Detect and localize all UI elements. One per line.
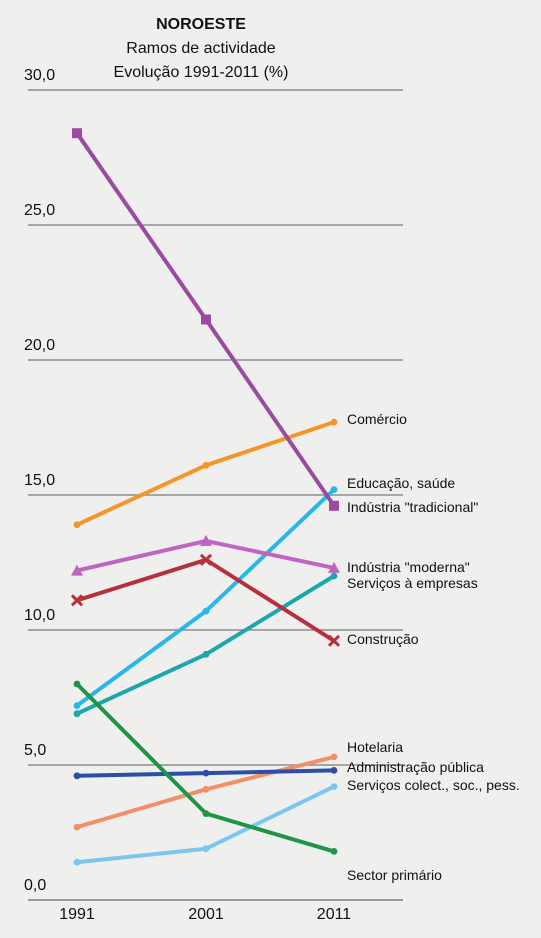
series-line-0 — [75, 420, 336, 527]
series-0-point-1 — [202, 461, 210, 469]
series-line-4 — [75, 574, 336, 716]
series-label-8: Serviços colect., soc., pess. — [347, 777, 520, 793]
x-tick-label-1991: 1991 — [59, 906, 95, 923]
series-label-5: Construção — [347, 631, 419, 647]
series-7-point-2 — [330, 767, 338, 774]
series-7-point-1 — [202, 769, 210, 777]
chart-subtitle-line-1: Ramos de actividade — [126, 40, 276, 57]
chart-title-group: NOROESTE Ramos de actividade Evolução 19… — [114, 16, 289, 81]
series-labels: Comércio Educação, saúde Indústria "tradic… — [347, 411, 520, 883]
series-0-point-0 — [73, 521, 81, 529]
series-7-point-0 — [73, 772, 81, 780]
y-tick-label-25: 25,0 — [24, 202, 55, 219]
series-5-point-0 — [70, 594, 84, 607]
series-label-3: Indústria "moderna" — [347, 559, 470, 575]
series-9-point-2 — [330, 848, 338, 855]
series-3-point-0 — [71, 564, 83, 576]
series-label-7: Administração pública — [347, 759, 484, 775]
series-1-point-0 — [73, 702, 81, 709]
y-tick-label-30: 30,0 — [24, 67, 55, 84]
series-8-point-2 — [330, 783, 338, 790]
series-8-point-1 — [202, 845, 210, 853]
series-9-point-1 — [202, 810, 210, 817]
series-5-point-2-b — [327, 634, 341, 647]
series-5-point-1 — [199, 553, 213, 566]
series-9-point-0 — [73, 680, 81, 688]
series-1-point-1 — [202, 607, 210, 615]
x-tick-label-2011: 2011 — [317, 906, 352, 923]
series-6-point-2 — [330, 753, 338, 761]
chart-title: NOROESTE — [156, 16, 246, 33]
series-1-point-2 — [330, 486, 338, 493]
series-4-point-1 — [202, 650, 210, 658]
series-5-point-0-b — [70, 594, 84, 607]
series-3-point-1 — [200, 534, 212, 546]
series-label-2: Indústria "tradicional" — [347, 499, 478, 515]
y-tick-label-5: 5,0 — [24, 742, 46, 759]
series-lines — [75, 131, 336, 865]
series-5-point-2 — [327, 634, 341, 647]
y-tick-label-10: 10,0 — [24, 607, 55, 624]
y-tick-label-20: 20,0 — [24, 337, 55, 354]
y-axis-ticks: 0,0 5,0 10,0 15,0 20,0 25,0 30,0 — [24, 67, 55, 894]
series-2-point-0 — [72, 128, 82, 139]
series-3-point-2 — [328, 561, 340, 573]
y-tick-label-15: 15,0 — [24, 472, 55, 489]
series-8-point-0 — [73, 858, 81, 866]
chart-subtitle-line-2: Evolução 1991-2011 (%) — [114, 64, 289, 81]
series-4-point-0 — [73, 710, 81, 718]
series-5-point-1-b — [199, 553, 213, 566]
series-label-1: Educação, saúde — [347, 475, 455, 491]
series-label-9: Sector primário — [347, 867, 442, 883]
series-6-point-0 — [73, 823, 81, 831]
series-2-point-2 — [329, 500, 339, 511]
x-tick-label-2001: 2001 — [188, 906, 224, 923]
series-markers — [70, 128, 341, 866]
series-label-0: Comércio — [347, 411, 407, 427]
series-6-point-1 — [202, 785, 210, 793]
x-axis-ticks: 1991 2001 2011 — [59, 906, 351, 923]
grid-lines — [28, 89, 403, 766]
y-tick-label-0: 0,0 — [24, 877, 46, 894]
series-2-point-1 — [201, 314, 211, 325]
series-0-point-2 — [330, 418, 338, 426]
series-label-4: Serviços à empresas — [347, 575, 478, 591]
series-4-point-2 — [330, 572, 338, 580]
series-label-6: Hotelaria — [347, 739, 403, 755]
